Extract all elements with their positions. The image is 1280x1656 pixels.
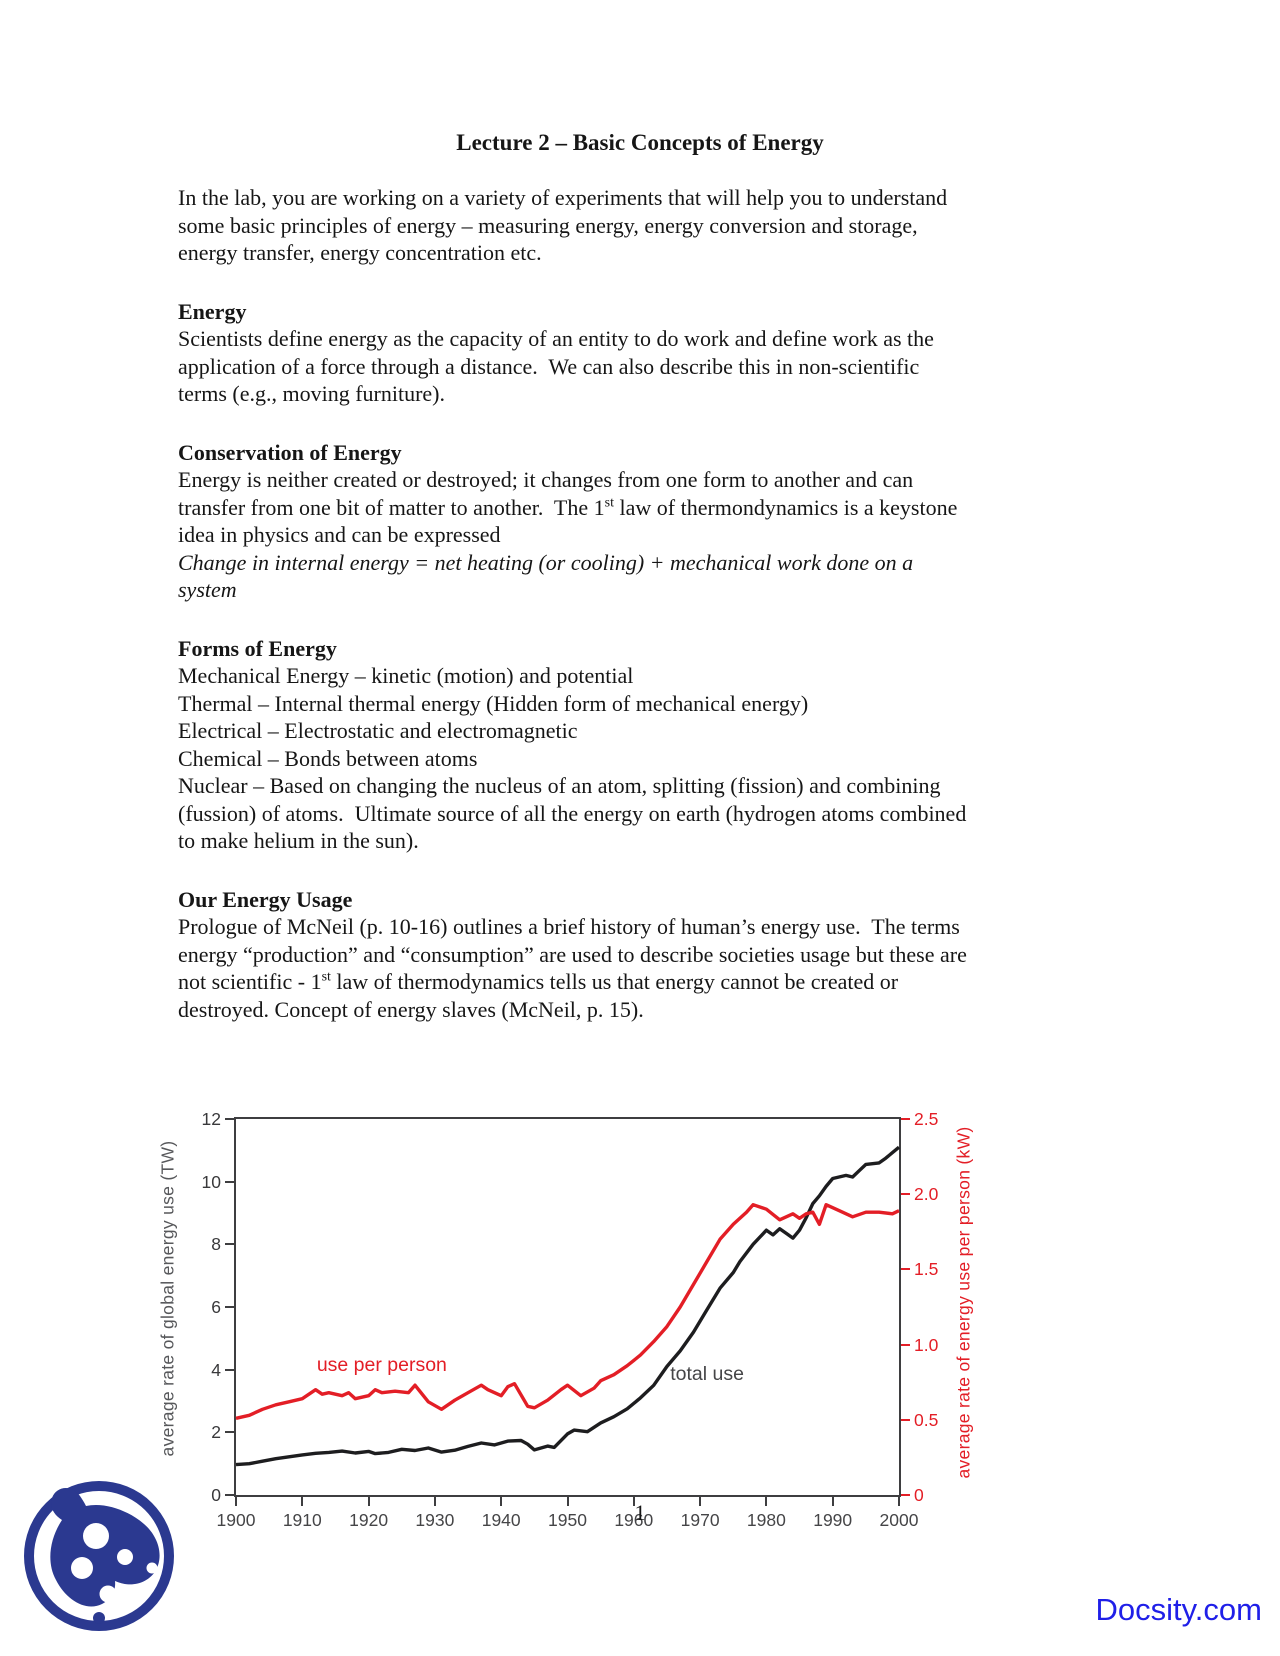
energy-usage-chart: average rate of global energy use (TW) a… <box>0 1109 1280 1550</box>
x-tick-label: 1900 <box>216 1510 256 1530</box>
right-tick-mark <box>901 1343 910 1346</box>
conservation-paragraph: Energy is neither created or destroyed; … <box>178 466 1118 549</box>
conservation-formula: Change in internal energy = net heating … <box>178 549 914 603</box>
document-content: Lecture 2 – Basic Concepts of Energy In … <box>178 130 1118 1023</box>
heading-usage: Our Energy Usage <box>178 886 353 912</box>
ordinal-superscript: st <box>604 495 614 511</box>
left-axis-label: average rate of global energy use (TW) <box>157 1140 178 1457</box>
forms-item-chemical: Chemical – Bonds between atoms <box>178 745 478 771</box>
intro-paragraph: In the lab, you are working on a variety… <box>178 185 948 265</box>
series-line-total-use <box>235 1145 901 1467</box>
heading-forms: Forms of Energy <box>178 635 337 661</box>
left-tick-label: 12 <box>201 1109 221 1129</box>
series-label-total-use: total use <box>670 1363 744 1386</box>
logo-hole-right <box>146 1562 158 1574</box>
left-tick-mark <box>225 1494 234 1496</box>
forms-item-nuclear: Nuclear – Based on changing the nucleus … <box>178 773 967 853</box>
x-tick-label: 1910 <box>282 1510 322 1530</box>
x-tick-label: 1920 <box>349 1510 389 1530</box>
right-tick-label: 1.5 <box>914 1259 939 1280</box>
right-tick-label: 0 <box>914 1485 924 1505</box>
left-tick-label: 6 <box>211 1297 221 1317</box>
x-tick-label: 1960 <box>614 1510 654 1530</box>
x-tick-mark <box>433 1497 436 1506</box>
right-tick-mark <box>901 1494 910 1496</box>
left-tick-label: 0 <box>211 1485 221 1505</box>
series-line-use-per-person <box>235 1202 900 1420</box>
x-tick-mark <box>235 1497 237 1506</box>
chart-lines-svg <box>235 1145 901 1467</box>
page-number: 1 <box>634 1500 646 1525</box>
right-tick-label: 1.0 <box>914 1334 939 1355</box>
logo-hole-left <box>71 1557 93 1579</box>
left-tick-label: 2 <box>211 1422 221 1443</box>
x-tick-label: 1980 <box>746 1510 786 1530</box>
docsity-logo <box>24 1481 174 1631</box>
left-tick-mark <box>225 1431 234 1434</box>
logo-dot <box>93 1612 105 1624</box>
x-tick-label: 1930 <box>415 1510 455 1530</box>
x-tick-label: 1990 <box>813 1510 853 1530</box>
right-tick-mark <box>901 1193 910 1196</box>
left-tick-mark <box>225 1306 234 1308</box>
logo-hole-center <box>117 1549 133 1565</box>
left-tick-mark <box>225 1118 234 1120</box>
heading-energy: Energy <box>178 298 247 324</box>
right-tick-mark <box>901 1118 910 1120</box>
page-title: Lecture 2 – Basic Concepts of Energy <box>456 130 824 155</box>
docsity-watermark[interactable]: Docsity.com <box>1095 1592 1262 1627</box>
x-tick-label: 1950 <box>548 1510 587 1530</box>
x-tick-mark <box>500 1497 503 1506</box>
series-label-use-per-person: use per person <box>316 1353 447 1376</box>
x-tick-mark <box>831 1497 834 1506</box>
x-tick-mark <box>699 1497 702 1506</box>
right-tick-label: 2.5 <box>914 1109 939 1129</box>
chart-plot-area <box>234 1117 901 1497</box>
left-tick-mark <box>225 1180 234 1183</box>
conservation-text-before-sup: Energy is neither created or destroyed; … <box>178 467 914 520</box>
forms-item-thermal: Thermal – Internal thermal energy (Hidde… <box>178 690 809 716</box>
x-tick-mark <box>765 1497 768 1506</box>
conservation-text-after-sup: law of thermondynamics is a keystone ide… <box>178 494 958 548</box>
right-tick-label: 2.0 <box>914 1184 939 1205</box>
usage-paragraph: Prologue of McNeil (p. 10-16) outlines a… <box>178 913 1118 1023</box>
logo-ring <box>24 1481 174 1631</box>
usage-text-after-sup: law of thermodynamics tells us that ener… <box>178 969 899 1022</box>
ordinal-superscript: st <box>321 969 331 985</box>
x-tick-mark <box>367 1497 370 1506</box>
forms-item-electrical: Electrical – Electrostatic and electroma… <box>178 718 578 743</box>
logo-hole-large <box>83 1523 109 1549</box>
logo-hole-bottom <box>99 1585 117 1603</box>
left-tick-mark <box>225 1368 234 1371</box>
right-tick-mark <box>901 1418 910 1421</box>
x-tick-mark <box>898 1497 900 1506</box>
right-tick-mark <box>901 1268 910 1271</box>
x-tick-label: 1940 <box>481 1510 521 1530</box>
forms-item-mechanical: Mechanical Energy – kinetic (motion) and… <box>178 663 634 688</box>
x-tick-label: 1970 <box>680 1510 720 1530</box>
x-tick-mark <box>301 1497 304 1506</box>
x-tick-mark <box>566 1497 569 1506</box>
left-tick-label: 10 <box>201 1171 221 1192</box>
x-tick-label: 2000 <box>879 1510 919 1530</box>
right-axis-label: average rate of energy use per person (k… <box>953 1126 974 1479</box>
left-tick-label: 4 <box>211 1359 221 1380</box>
energy-paragraph: Scientists define energy as the capacity… <box>178 326 934 406</box>
left-tick-label: 8 <box>211 1234 221 1255</box>
right-tick-label: 0.5 <box>914 1409 939 1430</box>
heading-conservation: Conservation of Energy <box>178 439 402 465</box>
left-tick-mark <box>225 1243 234 1246</box>
x-tick-mark <box>632 1497 635 1506</box>
usage-text-before-sup: Prologue of McNeil (p. 10-16) outlines a… <box>178 914 967 994</box>
